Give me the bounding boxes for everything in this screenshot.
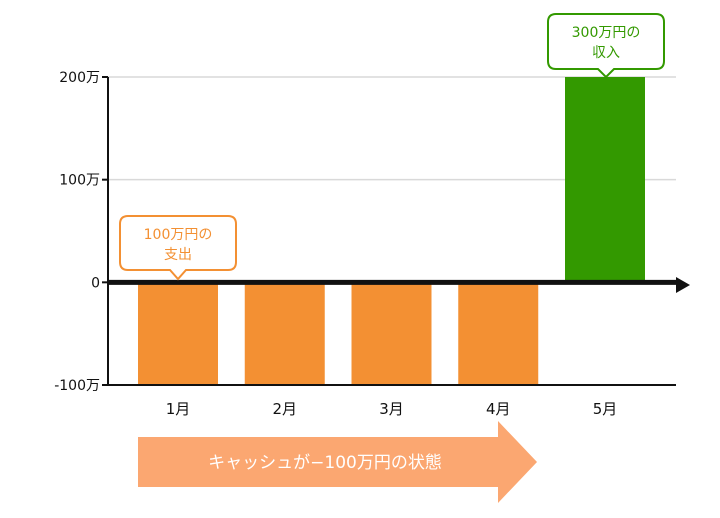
income-callout-line2: 収入 bbox=[592, 45, 620, 61]
expense-callout-box bbox=[119, 215, 237, 281]
bars bbox=[138, 77, 645, 385]
bar-3 bbox=[351, 282, 432, 385]
banner-arrow-shape bbox=[138, 421, 537, 503]
expense-callout-line2: 支出 bbox=[164, 247, 192, 263]
x-tick-label-2: 2月 bbox=[272, 400, 297, 418]
expense-callout-line1: 100万円の bbox=[144, 227, 213, 243]
income-callout-box bbox=[547, 13, 665, 79]
x-tick-label-3: 3月 bbox=[379, 400, 404, 418]
bar-2 bbox=[244, 282, 325, 385]
x-tick-labels: 1月 2月 3月 4月 5月 bbox=[166, 400, 618, 418]
bar-4 bbox=[458, 282, 539, 385]
x-tick-label-4: 4月 bbox=[486, 400, 511, 418]
income-callout-line1: 300万円の bbox=[572, 25, 641, 41]
y-tick-label-2: 0 bbox=[91, 275, 100, 291]
bar-1 bbox=[138, 282, 218, 385]
x-tick-label-5: 5月 bbox=[593, 400, 618, 418]
x-tick-label-1: 1月 bbox=[166, 400, 191, 418]
y-tick-label-4: 200万 bbox=[59, 70, 100, 86]
zero-line-arrowhead bbox=[676, 277, 690, 293]
expense-callout: 100万円の 支出 bbox=[119, 215, 237, 281]
y-tick-labels: -100万 0 100万 200万 bbox=[54, 70, 100, 394]
y-tick-label-1: -100万 bbox=[54, 378, 100, 394]
bar-5 bbox=[565, 77, 645, 283]
cash-status-banner: キャッシュが−100万円の状態 bbox=[138, 421, 537, 503]
axes bbox=[102, 76, 690, 386]
banner-text: キャッシュが−100万円の状態 bbox=[208, 453, 442, 473]
income-callout: 300万円の 収入 bbox=[547, 13, 665, 79]
y-tick-label-3: 100万 bbox=[59, 173, 100, 189]
